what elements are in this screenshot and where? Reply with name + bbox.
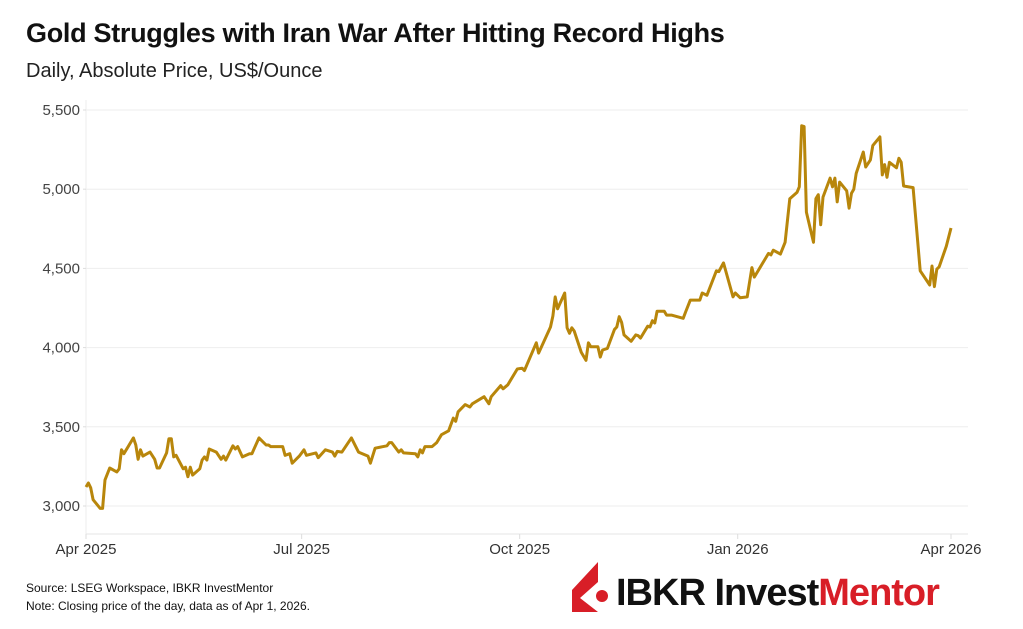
x-tick-label: Jul 2025 <box>273 541 330 558</box>
chart-subtitle: Daily, Absolute Price, US$/Ounce <box>26 60 323 82</box>
ibkr-logo-mark-icon <box>572 562 598 612</box>
x-tick-label: Apr 2026 <box>921 541 982 558</box>
gold-price-line <box>84 124 953 510</box>
source-note: Source: LSEG Workspace, IBKR InvestMento… <box>26 581 274 595</box>
y-tick-label: 4,000 <box>42 340 80 357</box>
gridlines <box>85 100 968 535</box>
y-axis: 3,000 3,500 4,000 4,500 5,000 5,500 <box>42 102 86 515</box>
logo-text-black: IBKR Invest <box>616 572 820 614</box>
ibkr-investmentor-logo: IBKR InvestMentor <box>572 562 941 614</box>
footnote: Note: Closing price of the day, data as … <box>26 599 310 613</box>
x-tick-label: Apr 2025 <box>56 541 117 558</box>
data-points <box>85 125 952 509</box>
logo-text-red: Mentor <box>818 572 940 614</box>
x-tick-label: Oct 2025 <box>489 541 550 558</box>
svg-text:IBKR InvestMentor: IBKR InvestMentor <box>616 572 940 614</box>
y-tick-label: 3,500 <box>42 419 80 436</box>
y-tick-label: 4,500 <box>42 260 80 277</box>
ibkr-logo-dot-icon <box>596 590 608 602</box>
y-tick-label: 3,000 <box>42 498 80 515</box>
y-tick-label: 5,000 <box>42 181 80 198</box>
x-tick-label: Jan 2026 <box>707 541 769 558</box>
chart-title: Gold Struggles with Iran War After Hitti… <box>26 18 725 48</box>
x-axis: Apr 2025 Jul 2025 Oct 2025 Jan 2026 Apr 2026 <box>56 534 982 558</box>
y-tick-label: 5,500 <box>42 102 80 119</box>
